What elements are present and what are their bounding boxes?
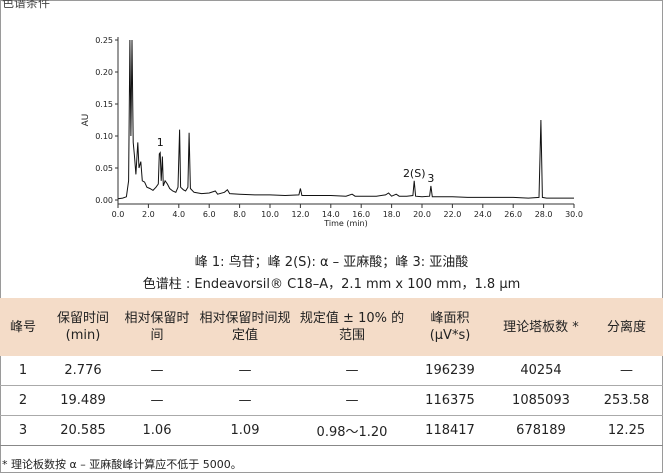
cell: 1085093 xyxy=(492,385,590,416)
x-tick-label: 16.0 xyxy=(352,210,370,219)
x-tick-label: 28.0 xyxy=(535,210,553,219)
y-tick-label: 0.25 xyxy=(95,36,113,45)
cell: 116375 xyxy=(408,385,492,416)
cell: — xyxy=(296,385,408,416)
x-tick-label: 20.0 xyxy=(413,210,431,219)
x-tick-label: 4.0 xyxy=(172,210,185,219)
cell: — xyxy=(296,356,408,386)
cell: 2.776 xyxy=(46,356,120,386)
y-tick-label: 0.10 xyxy=(95,132,113,141)
cell: — xyxy=(590,356,663,386)
cell: 2 xyxy=(0,385,46,416)
x-tick-label: 8.0 xyxy=(233,210,246,219)
cell: 678189 xyxy=(492,415,590,446)
x-tick-label: 6.0 xyxy=(203,210,216,219)
header-plates: 理论塔板数 * xyxy=(503,319,579,335)
y-tick-label: 0.00 xyxy=(95,196,113,205)
y-tick-label: 0.15 xyxy=(95,100,113,109)
corner-text: 色谱条件 xyxy=(2,0,51,10)
chart-axes: 0.00 0.05 0.10 0.15 0.20 0.25 0.0 2.0 4.0 6.0 8.0 1… xyxy=(81,36,583,228)
cell: 1.06 xyxy=(120,415,194,446)
peak-label: 1 xyxy=(157,136,164,149)
cell: 20.585 xyxy=(46,415,120,446)
column-info: 色谱柱 : Endeavorsil® C18–A，2.1 mm x 100 mm… xyxy=(142,277,521,292)
cell: 19.489 xyxy=(46,385,120,416)
results-table: 峰号 保留时间 (min) 相对保留时间 相对保留时间规定值 规定值 ± 10%… xyxy=(0,298,663,446)
cell: 1.09 xyxy=(194,415,296,446)
header-resolution: 分离度 xyxy=(606,319,646,335)
footnote: * 理论板数按 α – 亚麻酸峰计算应不低于 5000。 xyxy=(2,458,242,471)
x-tick-label: 2.0 xyxy=(142,210,155,219)
x-tick-label: 0.0 xyxy=(112,210,125,219)
header-relative-retention: 相对保留时间 xyxy=(124,311,190,343)
x-axis-label: Time (min) xyxy=(323,219,367,228)
table-row: 2 19.489 — — — 116375 1085093 253.58 xyxy=(0,385,663,416)
x-tick-label: 18.0 xyxy=(383,210,401,219)
cell: 40254 xyxy=(492,356,590,386)
header-relative-retention-spec: 相对保留时间规定值 xyxy=(199,311,291,343)
y-tick-label: 0.05 xyxy=(95,164,113,173)
table-row: 3 20.585 1.06 1.09 0.98～1.20 118417 6781… xyxy=(0,415,663,446)
y-axis-label: AU xyxy=(81,114,91,127)
x-tick-label: 22.0 xyxy=(443,210,461,219)
cell: — xyxy=(120,356,194,386)
cell: 12.25 xyxy=(590,415,663,446)
chromatogram-trace xyxy=(117,39,574,200)
cell: 0.98～1.20 xyxy=(296,415,408,446)
x-tick-label: 12.0 xyxy=(291,210,309,219)
header-spec-range: 规定值 ± 10% 的范围 xyxy=(299,311,405,343)
cell: 3 xyxy=(0,415,46,446)
y-tick-label: 0.20 xyxy=(95,68,113,77)
cell: 196239 xyxy=(408,356,492,386)
header-retention-time: 保留时间 (min) xyxy=(56,311,109,343)
x-tick-label: 10.0 xyxy=(261,210,279,219)
x-tick-label: 30.0 xyxy=(565,210,583,219)
peak-annotations: 1 2(S) 3 xyxy=(157,136,435,185)
cell: 118417 xyxy=(408,415,492,446)
x-tick-label: 24.0 xyxy=(474,210,492,219)
cell: 1 xyxy=(0,356,46,386)
cell: 253.58 xyxy=(590,385,663,416)
x-tick-label: 26.0 xyxy=(504,210,522,219)
header-peak-area: 峰面积 (μV*s) xyxy=(429,311,471,343)
peak-legend: 峰 1: 鸟苷；峰 2(S): α – 亚麻酸；峰 3: 亚油酸 xyxy=(194,255,469,270)
cell: — xyxy=(120,385,194,416)
cell: — xyxy=(194,356,296,386)
peak-label: 2(S) xyxy=(403,167,426,180)
table-row: 1 2.776 — — — 196239 40254 — xyxy=(0,356,663,386)
x-tick-label: 14.0 xyxy=(322,210,340,219)
chromatogram-chart: 0.00 0.05 0.10 0.15 0.20 0.25 0.0 2.0 4.0 6.0 8.0 1… xyxy=(81,36,583,228)
header-peak-no: 峰号 xyxy=(9,319,36,335)
table-header-row: 峰号 保留时间 (min) 相对保留时间 相对保留时间规定值 规定值 ± 10%… xyxy=(0,298,663,356)
cell: — xyxy=(194,385,296,416)
peak-label: 3 xyxy=(427,172,434,185)
